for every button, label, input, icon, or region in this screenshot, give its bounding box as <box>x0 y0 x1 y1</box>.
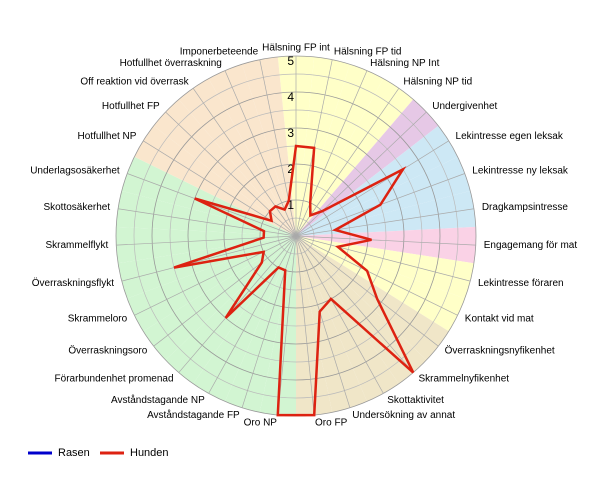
sector <box>296 125 458 236</box>
sector <box>296 236 333 416</box>
category-label: Hälsning FP tid <box>334 46 402 57</box>
category-label: Kontakt vid mat <box>465 313 534 324</box>
category-label: Hälsning NP tid <box>403 76 472 87</box>
sector <box>296 236 449 361</box>
category-label: Lekintresse egen leksak <box>456 131 564 142</box>
r-tick-label: 3 <box>287 126 294 140</box>
sector <box>296 236 474 299</box>
spoke <box>295 235 414 373</box>
category-label: Avståndstagande FP <box>147 409 240 421</box>
category-label: Oro NP <box>244 418 278 429</box>
category-label: Off reaktion vid överrask <box>80 76 189 87</box>
spoke <box>208 235 297 394</box>
category-label: Engagemang för mat <box>484 240 578 251</box>
r-tick-label: 4 <box>287 90 294 104</box>
r-tick-label: 1 <box>287 198 294 212</box>
spoke <box>241 235 297 408</box>
category-label: Skrammeloro <box>68 313 128 324</box>
category-label: Undersökning av annat <box>352 410 455 421</box>
spoke <box>295 235 439 347</box>
spoke <box>127 173 297 237</box>
category-label: Skottosäkerhet <box>43 202 110 213</box>
spoke <box>295 88 400 237</box>
category-label: Skottaktivitet <box>387 395 444 406</box>
r-tick-label: 5 <box>287 54 294 68</box>
spoke <box>134 235 297 316</box>
spoke <box>192 88 297 237</box>
spoke <box>118 208 297 237</box>
sector <box>193 236 296 402</box>
spoke <box>295 235 384 394</box>
sector <box>296 64 384 236</box>
category-label: Avståndstagande NP <box>111 394 205 406</box>
sector <box>242 56 296 236</box>
category-label: Dragkampsintresse <box>482 202 569 213</box>
category-label: Lekintresse föraren <box>478 278 564 289</box>
spoke <box>165 111 297 237</box>
category-label: Oro FP <box>315 418 348 429</box>
sector <box>296 236 427 384</box>
category-label: Överraskningsoro <box>68 345 147 357</box>
sector <box>178 78 296 236</box>
spoke <box>295 235 471 282</box>
legend-label: Rasen <box>58 447 90 459</box>
sector <box>127 236 296 332</box>
sector <box>296 190 476 236</box>
category-label: Skrammelflykt <box>45 240 108 251</box>
sector <box>296 78 414 236</box>
sector <box>116 226 296 264</box>
spoke <box>153 235 297 347</box>
spoke <box>116 235 297 246</box>
category-label: Skrammelnyfikenhet <box>418 373 509 384</box>
sector <box>296 56 350 236</box>
sector <box>225 236 296 413</box>
category-label: Överraskningsflykt <box>32 277 114 289</box>
category-label: Hotfullhet FP <box>102 101 160 112</box>
spoke <box>295 111 427 237</box>
category-label: Hotfullhet NP <box>78 131 137 142</box>
category-label: Lekintresse ny leksak <box>472 165 569 176</box>
sector <box>296 236 399 402</box>
legend-label: Hunden <box>130 447 169 459</box>
sector <box>296 236 367 413</box>
category-label: Förarbundenhet promenad <box>55 373 174 384</box>
category-label: Hotfullhet överraskning <box>120 58 222 69</box>
series-line <box>173 144 415 417</box>
spoke <box>295 235 315 416</box>
spoke <box>259 59 297 237</box>
spoke <box>295 235 351 408</box>
spoke <box>295 140 449 237</box>
category-label: Undergivenhet <box>432 101 497 112</box>
spoke <box>295 235 476 246</box>
sector <box>296 226 477 264</box>
spoke <box>121 235 297 282</box>
category-label: Hälsning NP Int <box>370 58 440 69</box>
category-label: Imponerbeteende <box>180 46 259 57</box>
r-tick-label: 2 <box>287 162 294 176</box>
sector <box>296 156 471 236</box>
sector <box>208 64 296 236</box>
sector <box>118 236 296 299</box>
sector <box>296 236 465 332</box>
sector <box>134 125 296 236</box>
spoke <box>295 208 474 237</box>
category-label: Hälsning FP int <box>262 43 330 54</box>
category-label: Överraskningsnyfikenhet <box>445 345 555 357</box>
sector <box>259 236 296 416</box>
spoke <box>295 70 368 237</box>
category-label: Underlagsosäkerhet <box>30 165 120 176</box>
spoke <box>295 235 458 316</box>
spoke <box>178 235 297 373</box>
spoke <box>277 235 297 416</box>
